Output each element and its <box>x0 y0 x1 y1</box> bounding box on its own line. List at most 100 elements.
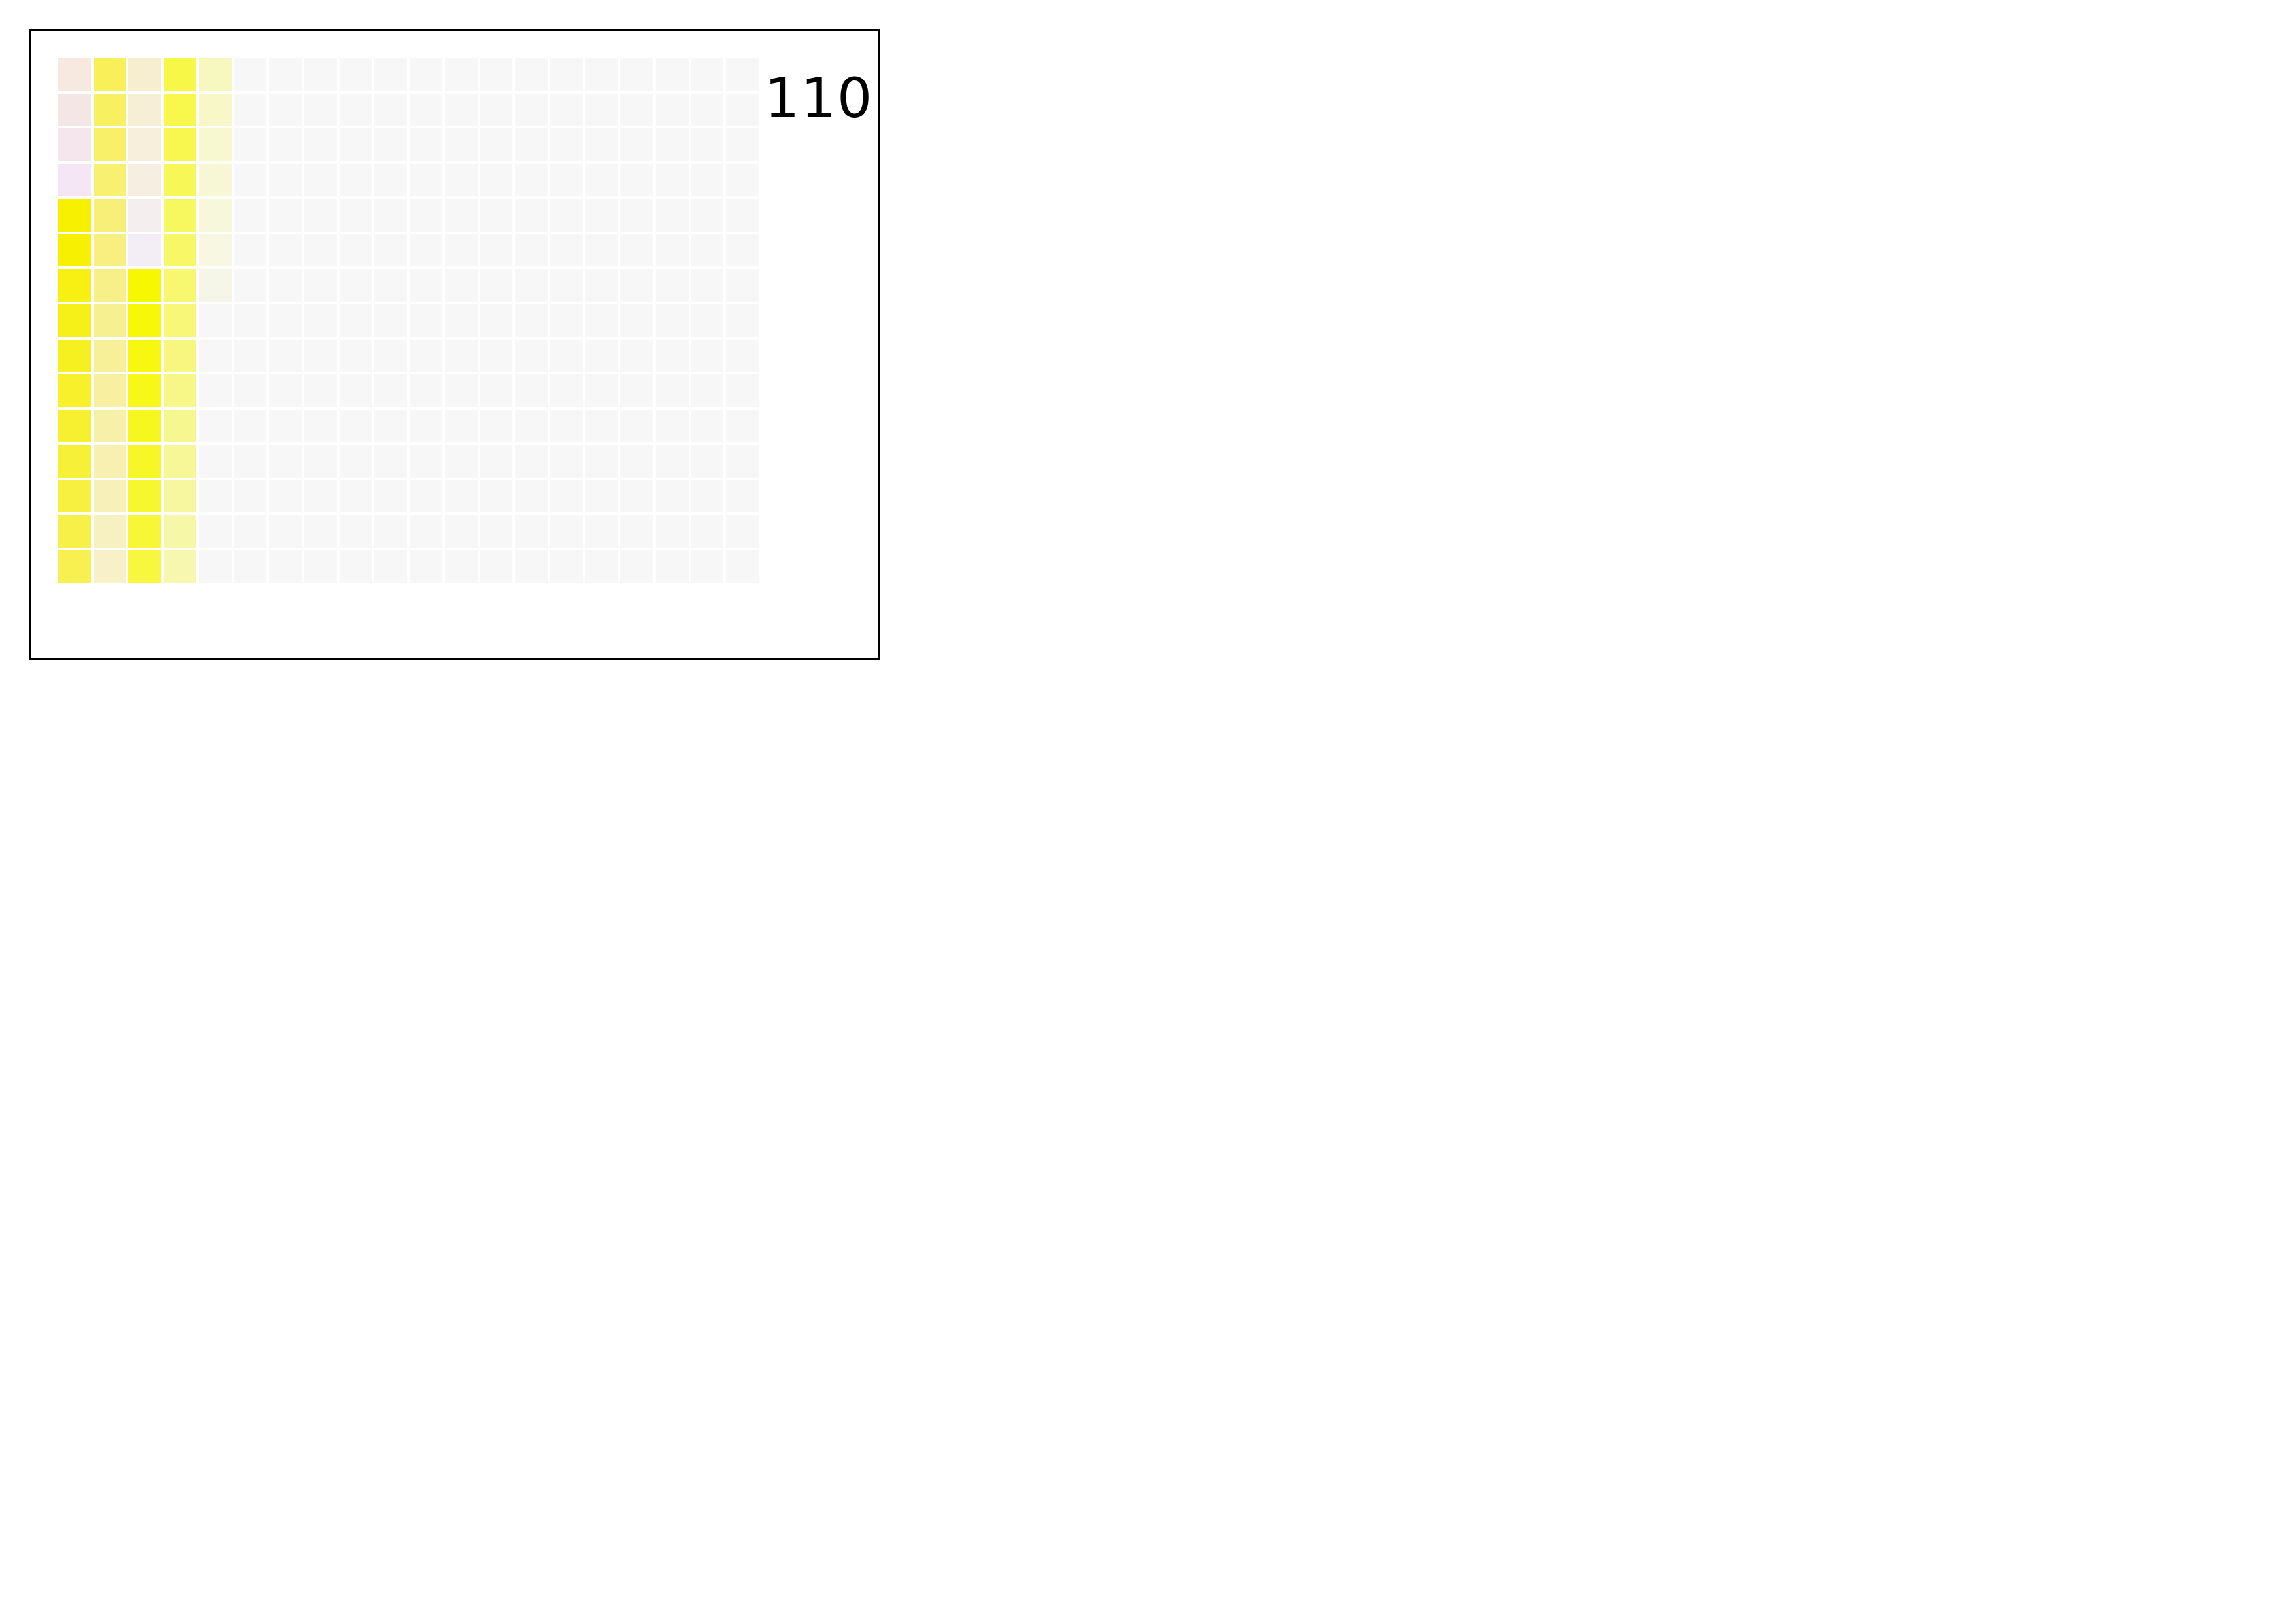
grid-cell <box>726 409 759 442</box>
grid-cell <box>58 444 91 478</box>
grid-cell <box>514 374 548 408</box>
grid-cell <box>304 93 337 126</box>
grid-cell <box>269 339 302 372</box>
grid-cell <box>550 164 583 197</box>
grid-cell <box>93 409 126 442</box>
grid-cell <box>691 514 724 548</box>
counter-label: 110 <box>764 66 874 130</box>
grid-cell <box>444 93 478 126</box>
grid-cell <box>164 128 197 162</box>
grid-cell <box>234 164 267 197</box>
grid-cell <box>514 164 548 197</box>
grid-cell <box>198 304 232 337</box>
grid-cell <box>269 128 302 162</box>
grid-cell <box>164 514 197 548</box>
grid-cell <box>655 480 689 513</box>
grid-cell <box>691 374 724 408</box>
grid-cell <box>304 444 337 478</box>
grid-cell <box>374 409 408 442</box>
grid-cell <box>585 550 619 583</box>
grid-cell <box>444 234 478 267</box>
grid-cell <box>374 480 408 513</box>
grid-cell <box>198 514 232 548</box>
grid-cell <box>585 58 619 91</box>
grid-cell <box>691 269 724 302</box>
grid-cell <box>339 58 372 91</box>
grid-cell <box>585 339 619 372</box>
grid-cell <box>58 93 91 126</box>
grid-cell <box>409 93 442 126</box>
grid-cell <box>550 514 583 548</box>
grid-cell <box>198 234 232 267</box>
grid-cell <box>128 550 162 583</box>
grid-cell <box>269 93 302 126</box>
grid-cell <box>514 58 548 91</box>
grid-cell <box>128 269 162 302</box>
grid-cell <box>514 198 548 232</box>
grid-cell <box>655 304 689 337</box>
grid-cell <box>269 550 302 583</box>
grid-cell <box>550 409 583 442</box>
grid-cell <box>374 93 408 126</box>
grid-cell <box>234 444 267 478</box>
grid-cell <box>585 164 619 197</box>
grid-cell <box>164 58 197 91</box>
grid-cell <box>726 128 759 162</box>
grid-cell <box>691 339 724 372</box>
grid-cell <box>374 339 408 372</box>
grid-cell <box>164 304 197 337</box>
grid-cell <box>585 128 619 162</box>
grid-cell <box>339 164 372 197</box>
grid-cell <box>585 514 619 548</box>
grid-cell <box>93 128 126 162</box>
grid-cell <box>480 550 513 583</box>
grid-cell <box>726 93 759 126</box>
grid-cell <box>585 374 619 408</box>
grid-cell <box>234 480 267 513</box>
grid-cell <box>93 93 126 126</box>
grid-cell <box>480 339 513 372</box>
grid-cell <box>198 269 232 302</box>
grid-cell <box>339 93 372 126</box>
grid-cell <box>444 198 478 232</box>
grid-cell <box>374 550 408 583</box>
grid-cell <box>550 234 583 267</box>
grid-cell <box>585 234 619 267</box>
grid-cell <box>691 409 724 442</box>
grid-cell <box>128 374 162 408</box>
grid-cell <box>58 480 91 513</box>
grid-cell <box>620 198 653 232</box>
grid-cell <box>409 304 442 337</box>
grid-cell <box>304 409 337 442</box>
grid-cell <box>444 164 478 197</box>
grid-cell <box>339 339 372 372</box>
grid-cell <box>480 269 513 302</box>
grid-cell <box>409 514 442 548</box>
grid-cell <box>269 514 302 548</box>
grid-cell <box>655 93 689 126</box>
grid-cell <box>620 304 653 337</box>
grid-cell <box>374 164 408 197</box>
grid-cell <box>198 93 232 126</box>
grid-cell <box>655 514 689 548</box>
grid-cell <box>234 409 267 442</box>
grid-cell <box>726 304 759 337</box>
grid-cell <box>234 550 267 583</box>
grid-cell <box>128 58 162 91</box>
color-grid <box>58 58 759 583</box>
grid-cell <box>269 164 302 197</box>
grid-cell <box>514 269 548 302</box>
grid-cell <box>514 550 548 583</box>
grid-cell <box>164 339 197 372</box>
grid-cell <box>480 234 513 267</box>
grid-cell <box>585 409 619 442</box>
grid-cell <box>93 58 126 91</box>
grid-cell <box>409 164 442 197</box>
grid-cell <box>374 374 408 408</box>
grid-cell <box>93 514 126 548</box>
grid-cell <box>164 409 197 442</box>
grid-cell <box>409 128 442 162</box>
grid-cell <box>620 93 653 126</box>
grid-cell <box>164 374 197 408</box>
grid-cell <box>164 234 197 267</box>
